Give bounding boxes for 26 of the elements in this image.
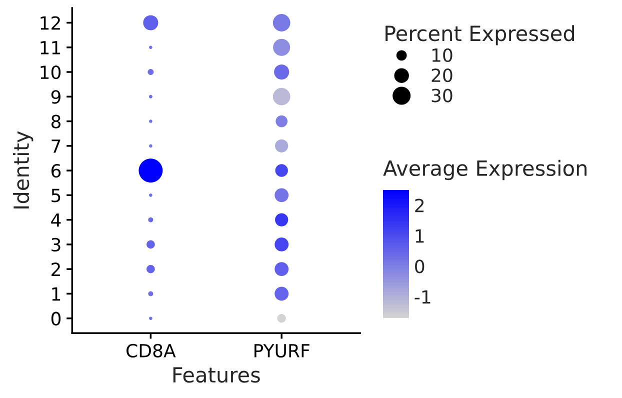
x-axis-title: Features [173,367,260,383]
y-tick-label: 9 [51,90,60,104]
x-tick-label: CD8A [126,344,176,358]
color-bar-label: 0 [415,260,424,274]
color-bar-label: -1 [414,290,430,304]
y-tick-label: 10 [40,65,61,80]
y-tick-label: 3 [52,238,60,252]
y-tick-label: 8 [51,114,60,128]
y-tick-label: 12 [40,16,60,30]
y-tick-label: 11 [40,41,60,54]
y-tick-label: 4 [51,214,61,227]
y-tick-label: 5 [52,188,60,202]
y-tick-label: 2 [52,262,60,276]
legend-label: 30 [432,88,452,102]
x-tick-label: PYURF [254,344,310,358]
color-bar-label: 1 [416,229,424,243]
legend-label: 10 [432,48,452,62]
y-tick-label: 1 [52,287,60,301]
y-tick-label: 6 [52,164,61,178]
color-bar-title: Average Expression [383,160,586,180]
color-bar-label: 2 [415,198,424,212]
legend-title: Percent Expressed [386,25,574,46]
y-tick-label: 0 [51,312,61,326]
y-tick-label: 7 [52,140,60,153]
legend-label: 20 [432,68,452,82]
y-axis-title: Identity [13,131,34,208]
